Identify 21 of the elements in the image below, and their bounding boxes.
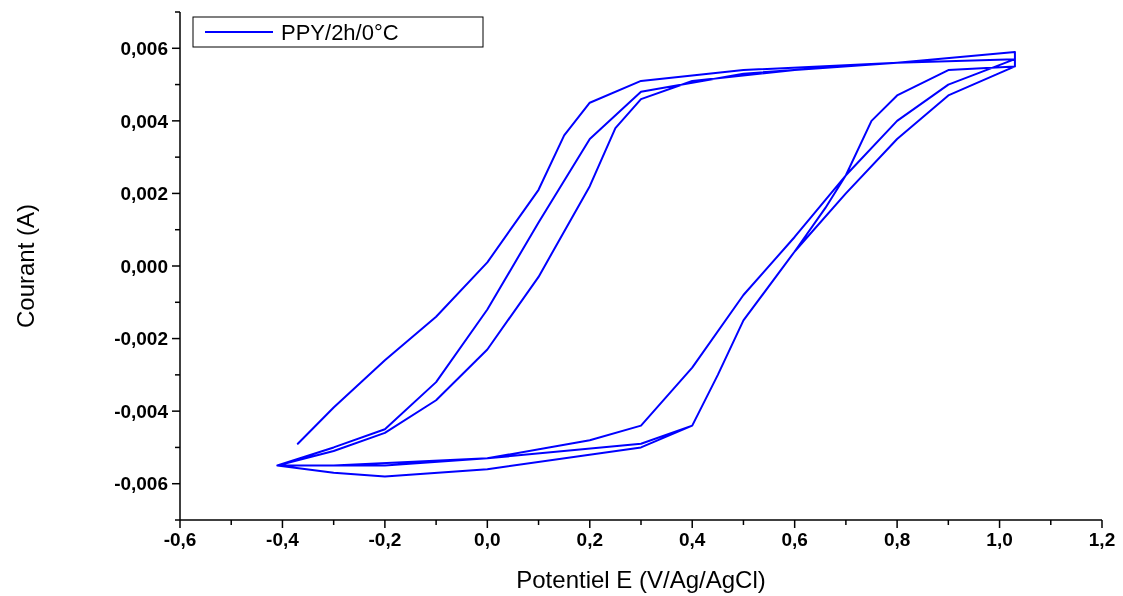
y-tick-label: 0,000 (120, 255, 168, 277)
x-tick-label: 0,2 (576, 529, 603, 550)
y-tick-label: -0,006 (114, 473, 168, 495)
y-tick-label: 0,004 (120, 110, 169, 132)
x-tick-label: -0,4 (266, 529, 300, 550)
x-axis-title: Potentiel E (V/Ag/AgCl) (516, 566, 766, 593)
x-tick-label: 1,0 (986, 529, 1013, 550)
y-tick-label: -0,004 (114, 400, 169, 422)
legend-label: PPY/2h/0°C (281, 19, 399, 45)
x-tick-label: -0,2 (368, 529, 402, 550)
x-tick-label: 1,2 (1088, 529, 1116, 550)
x-tick-label: 0,8 (883, 529, 911, 550)
y-axis-title: Courant (A) (12, 203, 39, 329)
x-tick-label: 0,6 (781, 529, 808, 550)
y-tick-label: 0,002 (120, 183, 168, 205)
y-tick-label: -0,002 (114, 328, 168, 350)
x-tick-label: -0,6 (163, 529, 197, 550)
y-tick-label: 0,006 (120, 37, 168, 59)
line-series (276, 50, 1016, 478)
x-tick-label: 0,0 (474, 529, 501, 550)
x-tick-label: 0,4 (679, 529, 706, 550)
